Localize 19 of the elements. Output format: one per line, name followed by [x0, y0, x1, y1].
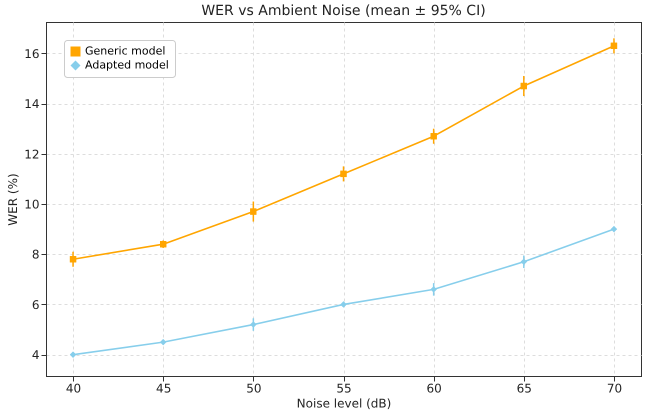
y-tick-label: 6: [32, 298, 40, 312]
legend-label: Generic model: [85, 44, 166, 58]
y-tick-label: 8: [32, 248, 40, 262]
y-axis-title: WER (%): [6, 173, 20, 226]
y-tick-label: 16: [24, 46, 40, 61]
y-tick-label: 10: [24, 198, 40, 212]
y-tick-label: 12: [24, 147, 40, 162]
x-tick-label: 45: [156, 382, 172, 396]
x-axis-title: Noise level (dB): [296, 396, 392, 410]
x-tick-label: 55: [336, 382, 352, 396]
x-tick-label: 65: [516, 382, 532, 396]
x-tick-label: 50: [246, 382, 262, 396]
y-tick-label: 14: [24, 97, 40, 112]
legend-label: Adapted model: [85, 58, 169, 72]
x-tick-label: 70: [606, 382, 622, 396]
chart-title: WER vs Ambient Noise (mean ± 95% CI): [201, 3, 486, 19]
x-tick-label: 40: [66, 382, 82, 396]
x-tick-label: 60: [426, 382, 442, 396]
y-tick-label: 4: [32, 348, 40, 362]
